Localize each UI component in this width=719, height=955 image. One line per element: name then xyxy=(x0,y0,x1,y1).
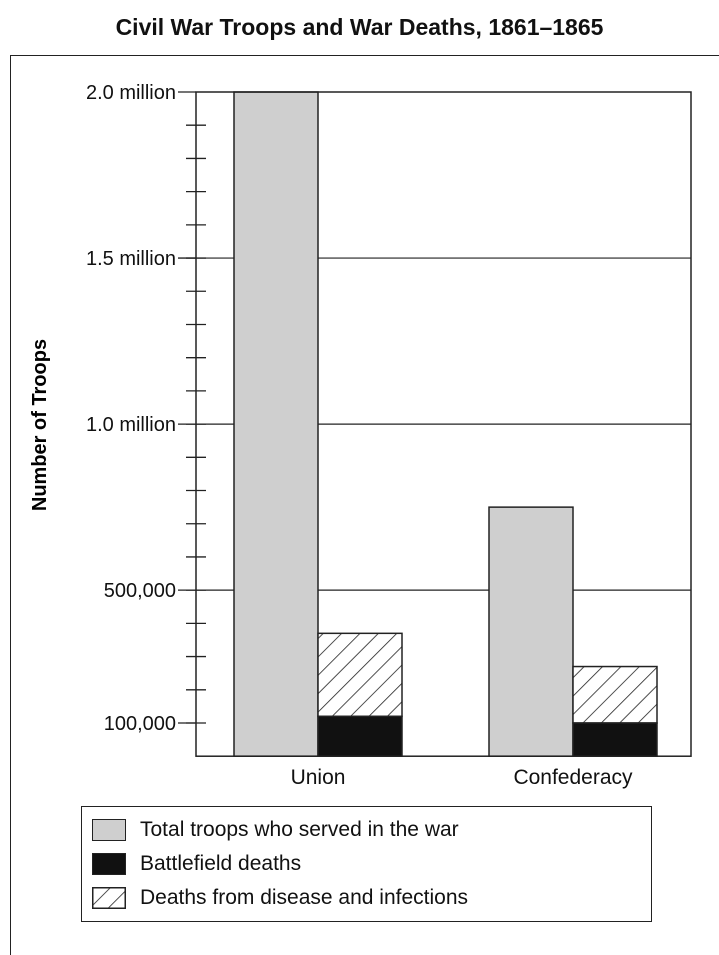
legend-item-battlefield-deaths: Battlefield deaths xyxy=(92,851,642,877)
bar-total-troops-confederacy xyxy=(488,506,574,757)
legend: Total troops who served in the war Battl… xyxy=(81,806,652,922)
x-tick-label-confederacy: Confederacy xyxy=(513,766,633,789)
x-tick-label-union: Union xyxy=(291,766,346,789)
legend-swatch-battlefield-deaths xyxy=(92,853,126,875)
y-tick-label: 500,000 xyxy=(104,580,176,602)
y-axis-label: Number of Troops xyxy=(29,339,51,511)
bar-disease-deaths-union xyxy=(317,632,403,718)
bar-battlefield-deaths-union xyxy=(317,715,403,757)
y-tick-label: 2.0 million xyxy=(86,82,176,104)
bar-battlefield-deaths-confederacy xyxy=(572,722,658,757)
legend-item-total-troops: Total troops who served in the war xyxy=(92,817,642,843)
y-tick-label: 100,000 xyxy=(104,713,176,735)
chart-frame xyxy=(10,55,719,955)
legend-label-disease-deaths: Deaths from disease and infections xyxy=(140,886,469,909)
y-tick-label: 1.5 million xyxy=(86,248,176,270)
legend-label-total-troops: Total troops who served in the war xyxy=(140,818,459,841)
y-tick-label: 1.0 million xyxy=(86,414,176,436)
legend-label-battlefield-deaths: Battlefield deaths xyxy=(140,852,302,875)
legend-item-disease-deaths: Deaths from disease and infections xyxy=(92,885,642,911)
legend-swatch-disease-deaths xyxy=(92,887,126,909)
bar-total-troops-union xyxy=(233,91,319,757)
legend-swatch-total-troops xyxy=(92,819,126,841)
bar-disease-deaths-confederacy xyxy=(572,665,658,724)
chart-title: Civil War Troops and War Deaths, 1861–18… xyxy=(115,14,604,40)
